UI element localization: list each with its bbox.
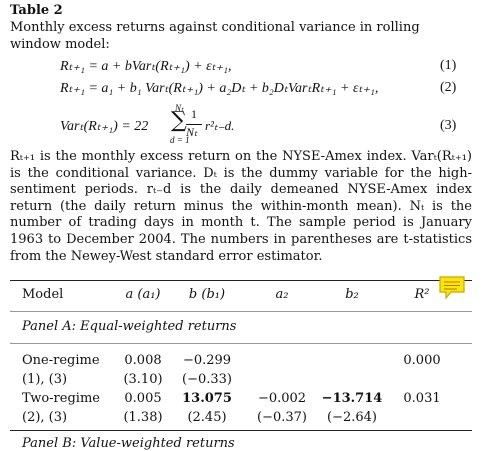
note-icon[interactable] [437,274,467,300]
panel-label: Panel B: Value-weighted returns [22,436,235,451]
table-cell: (−2.64) [327,410,377,425]
notes: Rₜ₊₁ is the monthly excess return on the… [10,149,472,264]
table-cell: b₂ [345,287,359,302]
note-icon-shape [439,276,465,300]
equation-number: (3) [440,118,457,133]
table-cell: −0.299 [182,353,232,368]
caption: Monthly excess returns against condition… [10,20,420,52]
table-cell: −13.714 [321,391,383,406]
table-title: Table 2 [10,3,63,18]
row-label: One-regime [22,353,100,368]
table-cell: −0.002 [257,391,307,406]
row-label: Two-regime [22,391,100,406]
sum-upper: Nₜ [175,103,184,113]
frac-bar [186,124,202,125]
table-cell: R² [414,287,430,302]
equation-number: (1) [440,58,457,73]
table-cell: 0.005 [124,391,162,406]
table-cell: (2.45) [187,410,227,425]
frac-den: Nₜ [186,125,198,139]
equation: Rₜ₊₁ = a + bVarₜ(Rₜ₊₁) + εₜ₊₁, [60,59,232,74]
row-label: (2), (3) [22,410,68,425]
table-cell: (3.10) [123,372,163,387]
table-cell: b (b₁) [188,287,226,302]
table-cell: (−0.37) [257,410,307,425]
frac-num: 1 [191,107,197,121]
equation-lhs: Varₜ(Rₜ₊₁) = 22 [60,119,149,134]
row-label: (1), (3) [22,372,68,387]
table-cell: 0.031 [403,391,441,406]
equation: Rₜ₊₁ = a₁ + b₁ Varₜ(Rₜ₊₁) + a₂Dₜ + b₂DₜV… [60,81,379,96]
table-cell: a (a₁) [125,287,161,302]
panel-label: Panel A: Equal-weighted returns [22,319,237,334]
sum-lower: d = 1 [170,135,190,145]
bottom-rule [10,430,472,431]
table-cell: 0.008 [124,353,162,368]
table-cell: 0.000 [403,353,441,368]
table-cell: a₂ [275,287,289,302]
header-rule [10,311,472,312]
equation-number: (2) [440,80,457,95]
sum-term: r²ₜ₋d. [205,118,235,133]
panel-rule [10,343,472,344]
row-label: Model [22,287,64,302]
table-cell: (1.38) [123,410,163,425]
top-rule [10,280,472,281]
sum-sign: ∑ [171,108,187,133]
table-cell: (−0.33) [182,372,232,387]
table-cell: 13.075 [182,391,232,406]
